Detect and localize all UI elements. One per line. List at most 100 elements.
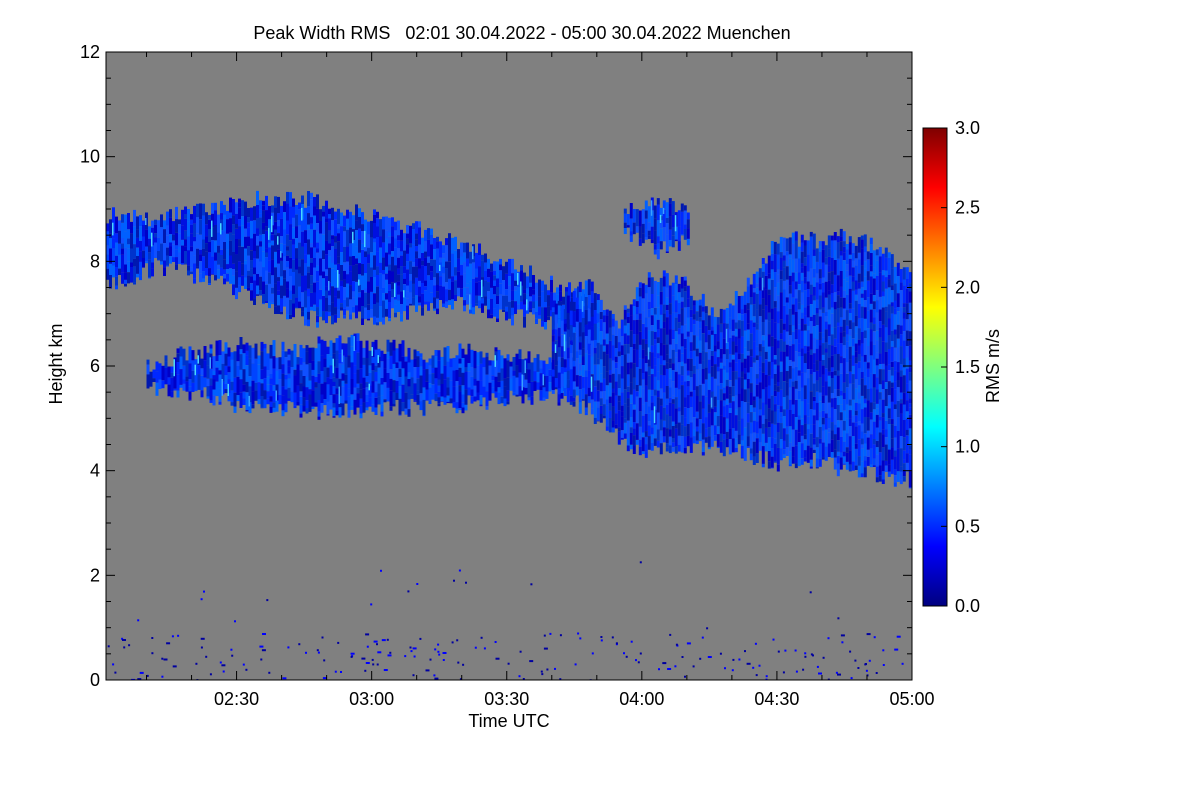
- echo-cell: [274, 235, 277, 252]
- echo-cell: [228, 372, 231, 379]
- echo-cell: [744, 368, 747, 373]
- echo-cell: [175, 233, 178, 245]
- echo-cell: [606, 426, 609, 431]
- echo-cell: [372, 393, 375, 405]
- echo-cell: [357, 393, 360, 407]
- echo-cell: [621, 438, 624, 440]
- echo-cell: [409, 280, 412, 292]
- echo-cell: [546, 392, 549, 399]
- echo-cell: [537, 382, 540, 390]
- echo-cell: [771, 379, 774, 396]
- echo-cell: [795, 330, 798, 339]
- echo-cell: [771, 297, 774, 309]
- echo-cell: [705, 368, 708, 380]
- echo-cell: [259, 277, 262, 290]
- echo-cell: [699, 329, 702, 341]
- echo-cell: [828, 310, 831, 325]
- echo-cell: [373, 223, 376, 239]
- echo-cell: [648, 278, 651, 288]
- echo-cell: [277, 220, 280, 226]
- echo-cell: [547, 290, 550, 295]
- echo-cell: [217, 265, 220, 269]
- echo-cell: [699, 370, 702, 385]
- echo-cell: [636, 287, 639, 301]
- echo-cell: [807, 330, 810, 346]
- echo-cell: [328, 209, 331, 214]
- echo-cell: [454, 237, 457, 250]
- echo-cell: [807, 255, 810, 272]
- echo-cell: [750, 449, 753, 454]
- echo-cell: [337, 291, 340, 299]
- echo-cell: [267, 399, 270, 405]
- echo-cell: [669, 286, 672, 304]
- echo-cell: [261, 379, 264, 383]
- echo-cell: [768, 451, 771, 461]
- echo-cell: [190, 247, 193, 252]
- echo-cell: [759, 410, 762, 416]
- echo-cell: [241, 276, 244, 286]
- echo-cell: [478, 244, 481, 256]
- echo-highlight: [268, 228, 270, 240]
- echo-cell: [831, 345, 834, 356]
- echo-cell: [246, 343, 249, 351]
- echo-cell: [406, 225, 409, 234]
- echo-cell: [702, 423, 705, 439]
- echo-cell: [810, 334, 813, 350]
- echo-cell: [355, 204, 358, 221]
- echo-cell: [834, 434, 837, 449]
- echo-cell: [657, 236, 660, 243]
- echo-cell: [765, 428, 768, 443]
- echo-cell: [277, 226, 280, 233]
- echo-cell: [286, 246, 289, 251]
- echo-cell: [204, 378, 207, 388]
- echo-cell: [157, 251, 160, 260]
- echo-cell: [666, 223, 669, 234]
- echo-cell: [642, 380, 645, 389]
- echo-cell: [819, 296, 822, 310]
- echo-cell: [900, 393, 903, 400]
- echo-cell: [849, 242, 852, 255]
- echo-cell: [690, 392, 693, 397]
- echo-cell: [579, 355, 582, 363]
- echo-cell: [624, 209, 627, 214]
- echo-cell: [486, 357, 489, 375]
- echo-cell: [816, 403, 819, 421]
- echo-cell: [720, 363, 723, 369]
- echo-cell: [561, 346, 564, 358]
- echo-cell: [897, 362, 900, 372]
- echo-cell: [258, 399, 261, 404]
- echo-cell: [238, 199, 241, 203]
- echo-cell: [390, 369, 393, 379]
- echo-cell: [361, 250, 364, 264]
- echo-cell: [633, 306, 636, 315]
- echo-cell: [253, 220, 256, 234]
- echo-cell: [346, 298, 349, 307]
- echo-cell: [552, 370, 555, 377]
- echo-cell: [816, 371, 819, 381]
- echo-cell: [328, 214, 331, 219]
- echo-cell: [852, 267, 855, 276]
- echo-cell: [771, 280, 774, 297]
- echo-cell: [501, 368, 504, 381]
- echo-cell: [346, 210, 349, 219]
- echo-cell: [345, 384, 348, 401]
- echo-cell: [333, 403, 336, 407]
- echo-cell: [208, 276, 211, 283]
- echo-highlight: [660, 215, 662, 223]
- echo-cell: [741, 371, 744, 378]
- echo-cell: [216, 382, 219, 396]
- echo-cell: [145, 229, 148, 246]
- echo-cell: [792, 305, 795, 310]
- echo-cell: [582, 388, 585, 399]
- echo-speck: [755, 643, 757, 645]
- echo-cell: [843, 393, 846, 400]
- echo-cell: [882, 430, 885, 435]
- echo-speck: [836, 672, 838, 674]
- echo-cell: [816, 282, 819, 299]
- echo-cell: [882, 275, 885, 281]
- echo-cell: [324, 341, 327, 358]
- echo-cell: [783, 397, 786, 409]
- echo-cell: [121, 244, 124, 249]
- echo-cell: [538, 280, 541, 297]
